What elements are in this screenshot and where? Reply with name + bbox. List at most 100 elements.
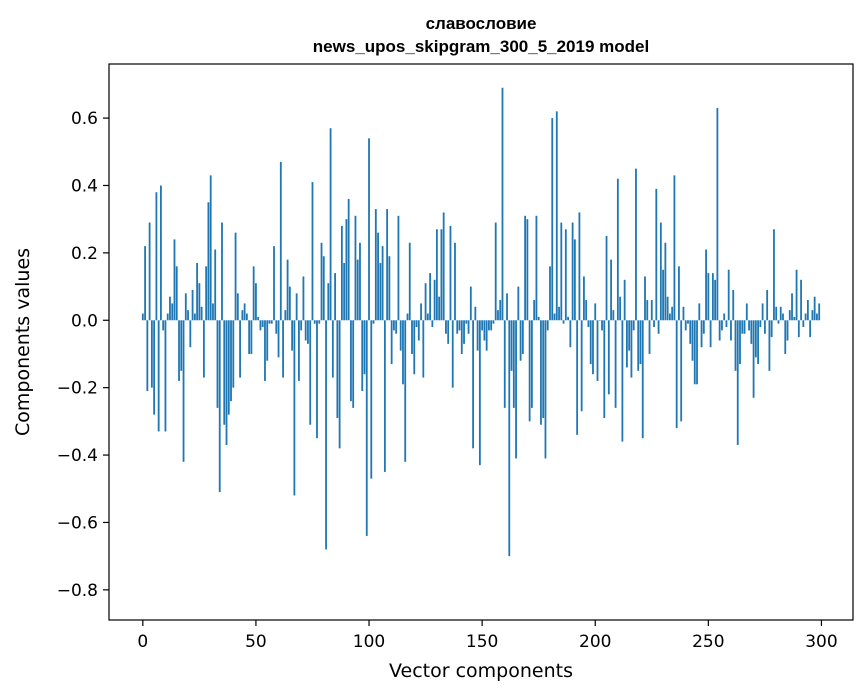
bar-245	[696, 320, 698, 385]
bar-32	[214, 249, 217, 321]
bar-97	[361, 320, 364, 392]
bar-82	[327, 283, 330, 321]
bar-262	[734, 320, 737, 371]
bar-64	[286, 259, 289, 321]
bar-246	[698, 303, 701, 321]
bar-127	[429, 273, 432, 321]
bar-192	[576, 320, 579, 435]
bar-273	[759, 320, 762, 328]
bar-72	[304, 320, 307, 341]
bar-46	[245, 313, 248, 321]
bar-131	[438, 296, 441, 321]
bar-220	[639, 320, 642, 365]
bar-107	[383, 320, 386, 472]
bar-206	[607, 320, 610, 395]
bar-77	[316, 320, 318, 439]
bar-19	[184, 293, 187, 321]
bar-106	[381, 246, 384, 321]
bar-228	[657, 320, 660, 334]
bar-161	[506, 293, 508, 321]
bar-294	[806, 300, 809, 321]
bar-16	[178, 320, 180, 381]
bar-225	[650, 300, 653, 321]
bar-208	[612, 310, 615, 321]
bar-222	[644, 276, 646, 321]
bar-299	[818, 303, 821, 321]
bar-164	[512, 320, 515, 408]
bar-45	[243, 303, 246, 321]
bar-196	[585, 300, 588, 321]
bar-50	[255, 283, 257, 321]
bar-269	[750, 320, 753, 344]
bar-122	[417, 320, 420, 341]
bar-74	[309, 320, 312, 425]
bar-199	[592, 320, 594, 375]
y-tick-label: 0.4	[71, 176, 98, 196]
bar-173	[533, 300, 536, 321]
bar-181	[551, 118, 554, 321]
x-tick-label: 300	[805, 632, 837, 652]
bar-42	[236, 293, 239, 321]
bar-212	[621, 320, 624, 442]
bar-194	[580, 320, 583, 412]
bar-134	[445, 320, 447, 334]
bar-209	[614, 320, 617, 408]
bar-144	[467, 320, 470, 334]
bar-241	[687, 320, 689, 324]
bar-226	[653, 320, 655, 328]
bar-276	[766, 289, 769, 321]
bar-29	[207, 202, 210, 321]
bar-130	[435, 229, 438, 321]
bar-252	[711, 273, 714, 321]
bar-95	[356, 259, 359, 321]
bar-255	[718, 320, 721, 341]
y-tick-label: −0.8	[57, 581, 98, 601]
bar-279	[773, 229, 775, 321]
bar-79	[320, 242, 323, 321]
bar-56	[268, 320, 271, 324]
bar-278	[770, 320, 773, 338]
bar-25	[198, 283, 201, 321]
bar-75	[311, 182, 314, 321]
bar-177	[542, 320, 545, 418]
bar-217	[632, 320, 635, 331]
bar-40	[232, 320, 235, 388]
bar-117	[406, 313, 409, 321]
bar-166	[517, 286, 520, 321]
bar-232	[666, 296, 669, 321]
bar-41	[234, 232, 237, 321]
bar-17	[180, 320, 183, 371]
bar-101	[370, 320, 373, 479]
bar-281	[777, 320, 780, 324]
bar-5	[153, 320, 156, 415]
bar-71	[302, 276, 305, 321]
plot-frame	[108, 63, 854, 621]
y-tick-label: 0.2	[71, 244, 98, 264]
bar-148	[476, 320, 479, 351]
bar-83	[329, 128, 332, 321]
bar-146	[472, 320, 474, 449]
bar-179	[546, 320, 549, 331]
bar-65	[288, 286, 291, 321]
bar-216	[630, 320, 633, 378]
bar-115	[402, 320, 404, 385]
x-axis-ticks: 0 50 100 150 200 250 300	[137, 620, 838, 652]
bar-214	[626, 320, 628, 368]
bar-98	[363, 320, 366, 375]
bar-3	[148, 222, 151, 321]
bar-133	[442, 212, 445, 321]
bar-169	[524, 215, 527, 321]
bar-285	[786, 320, 789, 341]
bar-49	[252, 266, 255, 321]
bar-289	[795, 269, 798, 321]
bar-163	[510, 320, 513, 371]
bar-229	[659, 222, 662, 321]
bar-147	[474, 306, 477, 321]
bar-88	[340, 225, 343, 321]
bar-235	[673, 175, 676, 321]
bar-286	[788, 310, 791, 321]
bar-39	[230, 320, 232, 402]
bar-105	[379, 262, 382, 321]
bar-213	[623, 279, 626, 321]
